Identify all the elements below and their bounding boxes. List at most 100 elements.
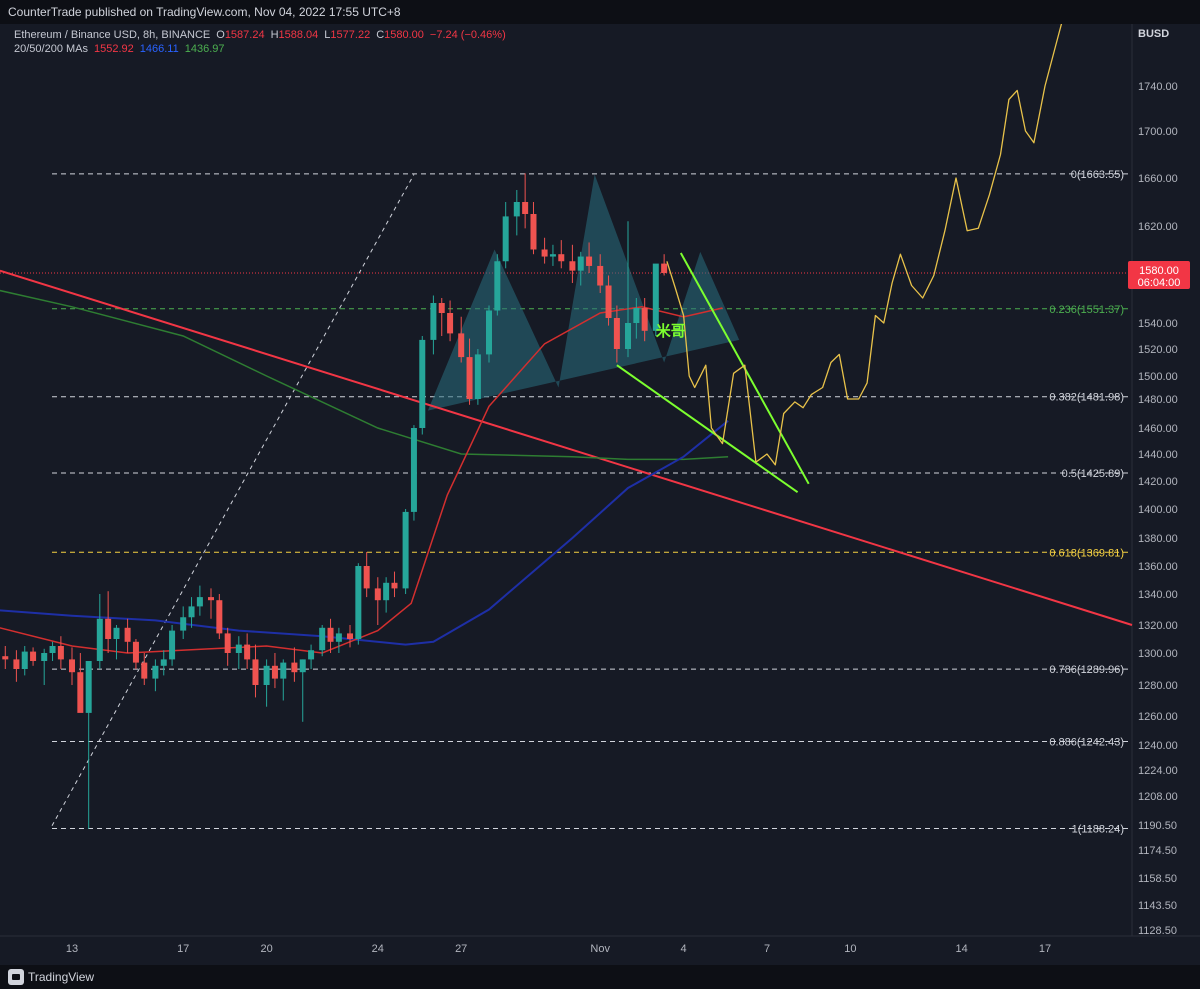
candle [124,618,131,653]
candle-body [41,653,48,661]
candle-body [522,202,529,214]
open-value: 1587.24 [224,29,265,41]
y-tick-label: 1520.00 [1138,344,1178,356]
candle [419,336,426,435]
tradingview-logo[interactable]: TradingView [8,969,94,985]
candle [263,659,270,707]
candle-body [633,308,640,323]
x-tick-label: Nov [590,943,610,955]
ma50-line [0,420,729,646]
price-chart[interactable]: 1740.00 1700.00 1660.00 1620.00 1580.00 1540.… [0,12,1200,965]
x-tick-label: 17 [177,943,189,955]
candle [374,577,381,625]
wedge-lower-line [616,364,799,494]
ma20-value: 1552.92 [94,43,134,55]
y-tick-label: 1420.00 [1138,476,1178,488]
candle [2,646,9,669]
candle [466,338,473,405]
x-tick-label: 17 [1039,943,1051,955]
candle-body [280,662,287,679]
open-label: O [216,29,225,41]
y-tick-label: 1208.00 [1138,791,1178,803]
candle [291,647,298,682]
candle [613,305,620,363]
candle [486,305,492,363]
candle [597,254,604,293]
candle-body [335,633,342,642]
candle-body [96,618,103,661]
candle-body [447,313,454,334]
candle-body [383,582,390,601]
candle-body [641,308,648,331]
y-tick-label: 1190.50 [1138,820,1177,832]
candle-body [586,256,593,266]
candle-body [141,662,148,679]
ma200-line [0,289,729,461]
last-price-value: 1580.00 [1139,265,1179,277]
candle-body [188,606,195,618]
candle [319,625,326,657]
candle-body [244,644,251,660]
candle [363,552,370,598]
candle-body [541,249,548,257]
y-tick-label: 1260.00 [1138,711,1178,723]
candle-body [180,617,187,631]
candle [458,316,465,363]
candle-body [355,566,362,639]
y-tick-label: 1460.00 [1138,423,1178,435]
candle [113,625,120,660]
candle [41,648,48,685]
y-tick-label: 1224.00 [1138,765,1178,777]
candle-body [577,256,584,271]
y-tick-label: 1480.00 [1138,394,1178,406]
candle [327,618,334,653]
candle-body [363,566,370,589]
candle-body [391,582,398,589]
y-tick-label: 1240.00 [1138,740,1178,752]
x-tick-label: 10 [844,943,856,955]
candle-body [271,665,278,679]
candle [105,591,112,653]
candle-body [291,662,298,673]
candle [383,577,390,613]
candle [410,425,417,521]
candle-body [569,261,576,271]
countdown-value: 06:04:00 [1138,277,1181,289]
candle-body [613,318,620,349]
y-tick-label: 1700.00 [1138,126,1178,138]
candle-body [216,600,223,634]
y-tick-label: 1128.50 [1138,925,1177,937]
x-tick-label: 7 [764,943,770,955]
fib-label-0.5: 0.5(1425.89) [1062,468,1124,480]
x-tick-label: 20 [260,943,272,955]
candle [160,650,167,676]
y-tick-label: 1340.00 [1138,589,1178,601]
candle [299,659,306,722]
candle [271,653,278,689]
candle-body [69,659,75,673]
candle-body [327,627,334,642]
candle-body [661,263,668,273]
candle-body [169,630,176,660]
head-shoulders-pattern [427,174,740,411]
candle [77,653,84,713]
projected-price-path [666,12,1066,466]
candle [347,625,353,648]
chart-area[interactable]: 1740.00 1700.00 1660.00 1620.00 1580.00 1540.… [0,12,1200,965]
close-label: C [376,29,385,41]
high-label: H [270,29,279,41]
y-tick-label: 1300.00 [1138,648,1178,660]
candle [13,650,20,682]
low-value: 1577.22 [330,29,371,41]
candle-body [196,597,203,607]
symbol-label: Ethereum / Binance USD, 8h, BINANCE [14,29,211,41]
candle [641,298,648,342]
candle [280,659,287,701]
candle-body [49,646,56,653]
x-tick-label: 27 [455,943,467,955]
y-tick-label: 1620.00 [1138,221,1178,233]
candle-body [597,265,604,286]
candle-body [466,357,473,399]
candle [216,594,223,639]
